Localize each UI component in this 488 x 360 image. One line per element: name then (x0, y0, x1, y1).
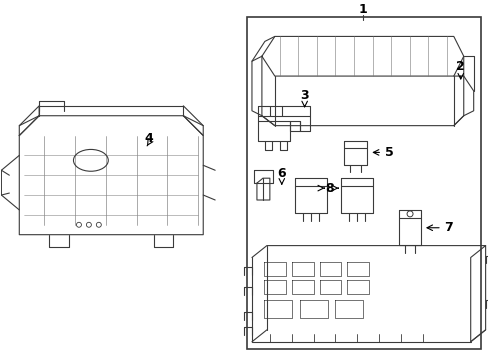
Text: 8: 8 (325, 181, 333, 195)
Text: 7: 7 (444, 221, 452, 234)
Text: 3: 3 (300, 89, 308, 102)
Text: 2: 2 (455, 60, 464, 73)
Text: 1: 1 (358, 3, 367, 16)
Text: 4: 4 (144, 132, 153, 145)
Bar (246, 17, 480, 349)
Text: 5: 5 (384, 146, 393, 159)
Text: 6: 6 (277, 167, 285, 180)
